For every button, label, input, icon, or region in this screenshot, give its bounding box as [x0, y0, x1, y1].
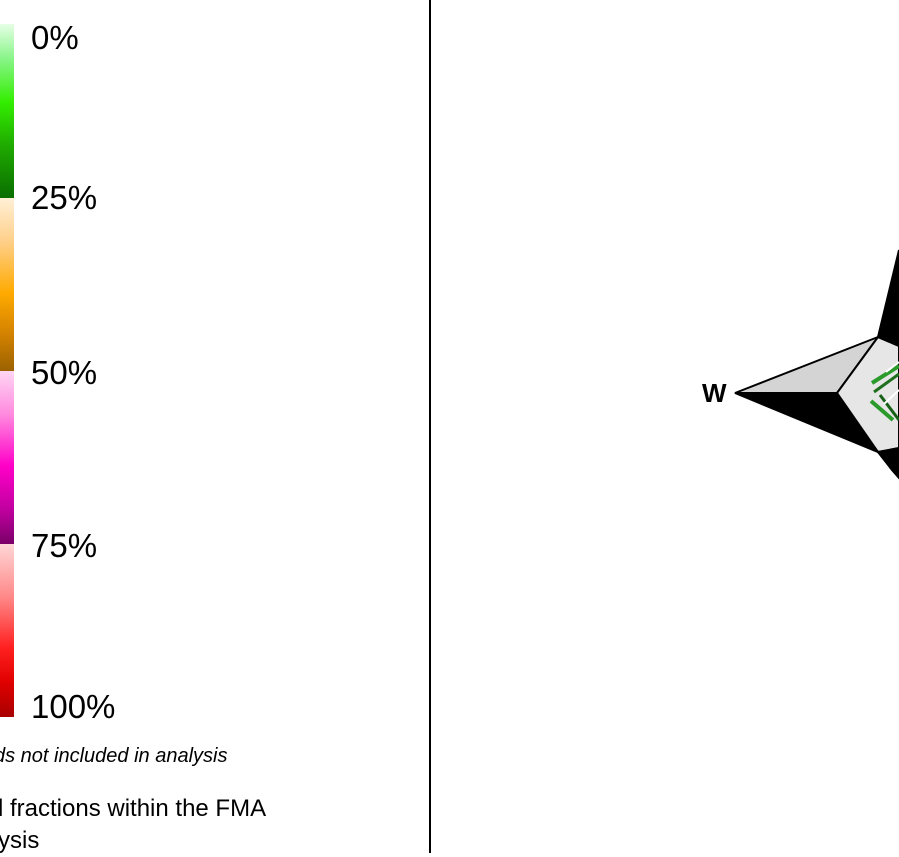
legend-tick-0: 0%	[31, 19, 79, 56]
legend-ramp-magenta	[0, 371, 14, 544]
legend-note: l fractions within the FMA ysis	[0, 793, 266, 857]
compass-south-arm	[876, 446, 899, 480]
legend-ramp-red	[0, 544, 14, 717]
legend-note-line-2: ysis	[0, 827, 40, 854]
legend-tick-75: 75%	[31, 527, 98, 564]
legend-tick-100: 100%	[31, 688, 116, 725]
compass-west-label: W	[702, 378, 727, 408]
map-feature-green	[869, 361, 899, 422]
legend-ramp-orange	[0, 198, 14, 371]
panel-divider	[429, 0, 431, 853]
legend-tick-25: 25%	[31, 179, 98, 216]
compass-center-diamond	[835, 335, 899, 454]
legend-note-line-1: l fractions within the FMA	[0, 795, 267, 822]
legend-ramp-green	[0, 24, 14, 198]
legend-note-italic: ds not included in analysis	[0, 745, 228, 767]
legend-tick-50: 50%	[31, 354, 98, 391]
compass-north-arm	[876, 249, 899, 348]
